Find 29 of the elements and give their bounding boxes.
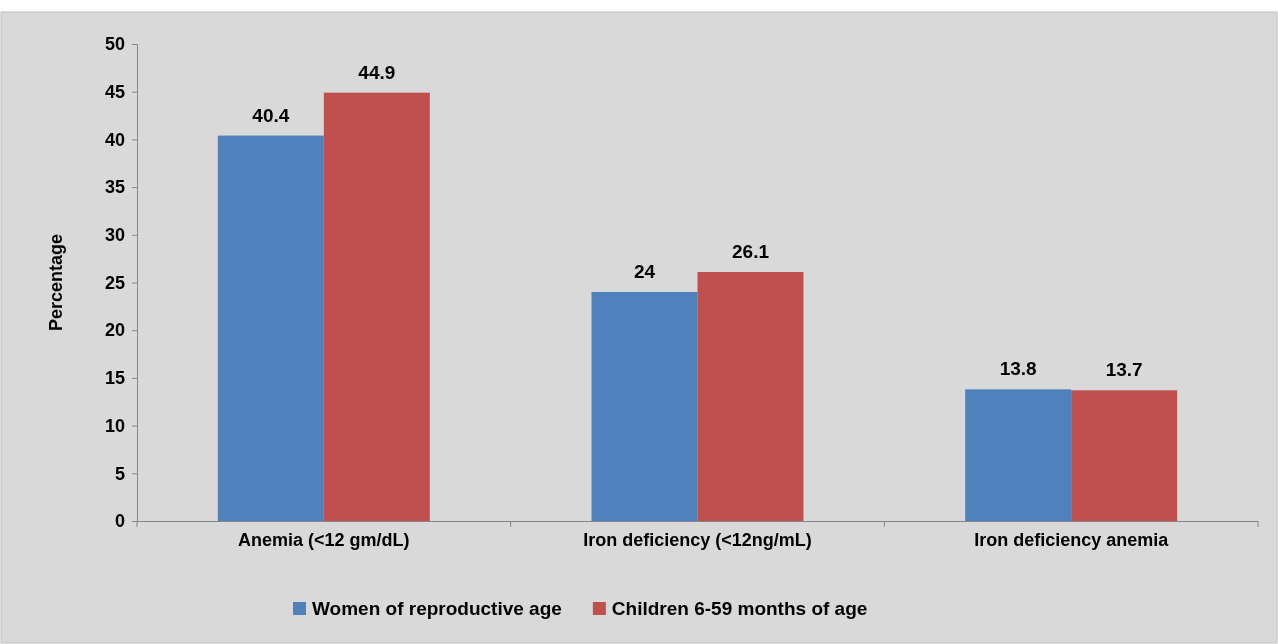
y-tick-label: 20 xyxy=(104,320,125,341)
legend-label: Children 6-59 months of age xyxy=(611,598,868,619)
x-tick-label: Anemia (<12 gm/dL) xyxy=(238,530,410,550)
legend-label: Women of reproductive age xyxy=(312,598,562,619)
y-tick-label: 15 xyxy=(104,368,125,389)
y-tick-label: 30 xyxy=(104,225,125,246)
bar xyxy=(697,272,804,521)
x-tick-label: Iron deficiency anemia xyxy=(974,530,1170,550)
y-axis-title: Percentage xyxy=(46,233,66,332)
y-tick-label: 25 xyxy=(104,272,125,293)
bar xyxy=(965,389,1072,521)
data-label: 13.7 xyxy=(1105,359,1143,381)
y-tick-label: 5 xyxy=(114,463,125,484)
data-label: 40.4 xyxy=(252,104,290,126)
bar xyxy=(323,92,430,521)
data-label: 24 xyxy=(633,261,656,283)
y-tick-label: 10 xyxy=(104,415,125,436)
y-tick-label: 45 xyxy=(104,81,125,102)
bar xyxy=(591,292,698,521)
data-label: 13.8 xyxy=(999,358,1037,380)
bar xyxy=(1071,390,1178,521)
y-tick-label: 0 xyxy=(114,511,125,532)
bar xyxy=(217,135,324,521)
y-tick-label: 50 xyxy=(104,34,125,55)
x-tick-label: Iron deficiency (<12ng/mL) xyxy=(583,530,812,550)
data-label: 26.1 xyxy=(732,241,770,263)
y-tick-label: 35 xyxy=(104,177,125,198)
y-tick-label: 40 xyxy=(104,129,125,150)
data-label: 44.9 xyxy=(358,61,396,83)
